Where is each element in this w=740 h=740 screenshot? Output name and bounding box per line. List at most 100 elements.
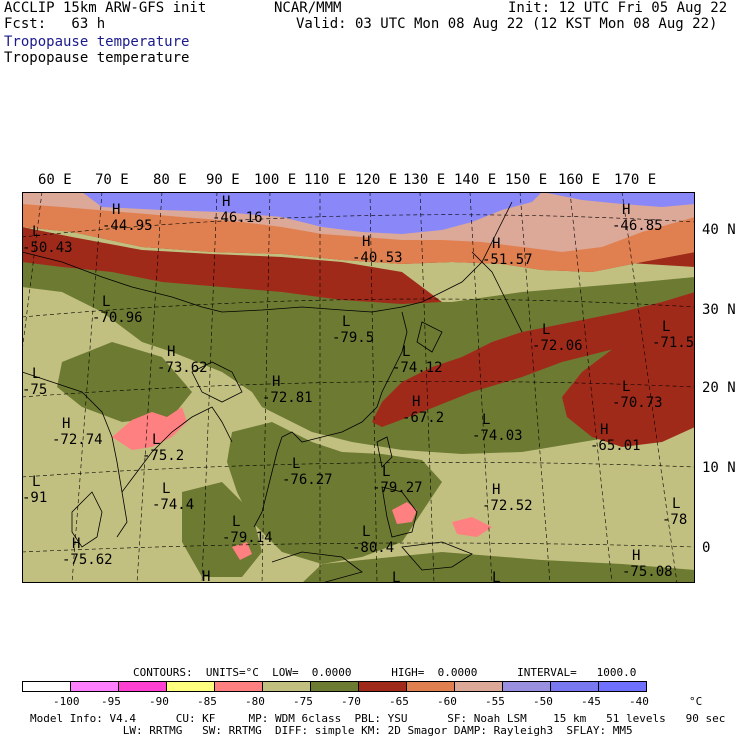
extremum-value: -74.12 (392, 360, 443, 376)
extremum-letter: L (402, 344, 410, 360)
blue-region (82, 192, 695, 234)
colorbar-label: -55 (485, 695, 505, 708)
extremum-value: -79.14 (222, 530, 273, 546)
lat-label: 10 N (702, 460, 736, 476)
dark-red-band-north (22, 227, 695, 427)
extremum-low: L-74.4 (152, 481, 194, 513)
lon-label: 120 E (355, 172, 398, 188)
colorbar-label: -45 (581, 695, 601, 708)
extremum-value: -72.81 (262, 390, 313, 406)
extremum-low: L-79.5 (332, 314, 374, 346)
extremum-value: -78 (662, 512, 687, 528)
extremum-value: -44.95 (102, 218, 153, 234)
extremum-letter: H (492, 236, 500, 252)
extremum-letter: L (672, 496, 680, 512)
extremum-letter: L (32, 366, 40, 382)
extremum-letter: H (202, 569, 210, 583)
field-title: Tropopause temperature (4, 34, 190, 50)
colorbar-swatch (262, 681, 311, 692)
extremum-value: -65.01 (590, 438, 641, 454)
extremum-value: -51.57 (482, 252, 533, 268)
colorbar-swatch (454, 681, 503, 692)
graticule (22, 192, 695, 583)
extremum-low: L-76.27 (282, 456, 333, 488)
extremum-value: -80.4 (352, 540, 394, 556)
extremum-value: -75.08 (622, 564, 673, 580)
extremum-value: -67.2 (402, 410, 444, 426)
lon-label: 140 E (454, 172, 497, 188)
extremum-value: -71.5 (652, 335, 694, 351)
colorbar-label: -40 (629, 695, 649, 708)
lat-label: 30 N (702, 302, 736, 318)
extremum-high: H-65.01 (590, 422, 641, 454)
extremum-low: L-80.4 (352, 524, 394, 556)
extremum-value: -70.96 (92, 310, 143, 326)
colorbar-swatch (358, 681, 407, 692)
extremum-high: H-73.62 (157, 344, 208, 376)
extrema-labels: H-44.95H-46.16 H-46.85L-50.43 H-40.53H-51.… (22, 194, 694, 583)
extremum-letter: L (102, 294, 110, 310)
extremum-value: -79.5 (332, 330, 374, 346)
extremum-low: L-74.12 (392, 344, 443, 376)
colorbar-swatch (310, 681, 359, 692)
extremum-letter: L (162, 481, 170, 497)
extremum-low: L-70.73 (612, 379, 663, 411)
colorbar-swatch (22, 681, 71, 692)
forecast-hour: Fcst: 63 h (4, 16, 106, 32)
extremum-low: L-79.14 (222, 514, 273, 546)
extremum-high: H-51.57 (482, 236, 533, 268)
lat-label: 20 N (702, 380, 736, 396)
lon-label: 130 E (403, 172, 446, 188)
extremum-letter: H (492, 482, 500, 498)
extremum-value: -75 (22, 382, 47, 398)
init-time: Init: 12 UTC Fri 05 Aug 22 (508, 0, 728, 16)
colorbar-swatch (166, 681, 215, 692)
lon-label: 80 E (153, 172, 187, 188)
extremum-value: -74.03 (472, 428, 523, 444)
coastlines (22, 201, 523, 583)
extremum-value: -75.62 (62, 552, 113, 568)
extremum-letter: H (72, 536, 80, 552)
extremum-high: H-72.81 (262, 374, 313, 406)
extremum-value: -73.62 (157, 360, 208, 376)
extremum-high: H-44.95 (102, 202, 153, 234)
extremum-letter: L (542, 322, 550, 338)
extremum-letter: H (622, 202, 630, 218)
dark-red-region-east (562, 312, 695, 447)
lon-label: 60 E (38, 172, 72, 188)
extremum-letter: L (152, 432, 160, 448)
extremum-value: -50.43 (22, 240, 73, 256)
model-title: ACCLIP 15km ARW-GFS init (4, 0, 207, 16)
olive-region-north (22, 252, 695, 454)
colorbar-swatch (502, 681, 551, 692)
extremum-value: -70.73 (612, 395, 663, 411)
extremum-value: -72.74 (52, 432, 103, 448)
extremum-low: L-74.03 (472, 412, 523, 444)
colorbar-swatch (598, 681, 647, 692)
cold-patches (112, 407, 492, 560)
extremum-letter: H (112, 202, 120, 218)
extremum-letter: H (222, 194, 230, 210)
extremum-low: L-80.29 (492, 570, 500, 583)
colorbar-swatch (118, 681, 167, 692)
extremum-letter: H (362, 234, 370, 250)
model-info-line-2: LW: RRTMG SW: RRTMG DIFF: simple KM: 2D … (30, 724, 633, 737)
extremum-value: -75.2 (142, 448, 184, 464)
colorbar-label: -85 (197, 695, 217, 708)
extremum-letter: L (32, 224, 40, 240)
colorbar-label: -60 (437, 695, 457, 708)
colorbar-swatch (406, 681, 455, 692)
olive-region-west (57, 342, 192, 422)
extremum-letter: L (492, 570, 500, 583)
lon-label: 70 E (95, 172, 129, 188)
extremum-high: H-46.16 (212, 194, 263, 226)
extremum-high: H-46.85 (612, 202, 663, 234)
extremum-value: -74.4 (152, 497, 194, 513)
extremum-value: -72.52 (482, 498, 533, 514)
colorbar-unit: °C (689, 695, 703, 708)
extremum-high: H-75.62 (62, 536, 113, 568)
extremum-letter: H (62, 416, 70, 432)
org-label: NCAR/MMM (274, 0, 342, 16)
colorbar-label: -95 (101, 695, 121, 708)
lat-label: 40 N (702, 222, 736, 238)
